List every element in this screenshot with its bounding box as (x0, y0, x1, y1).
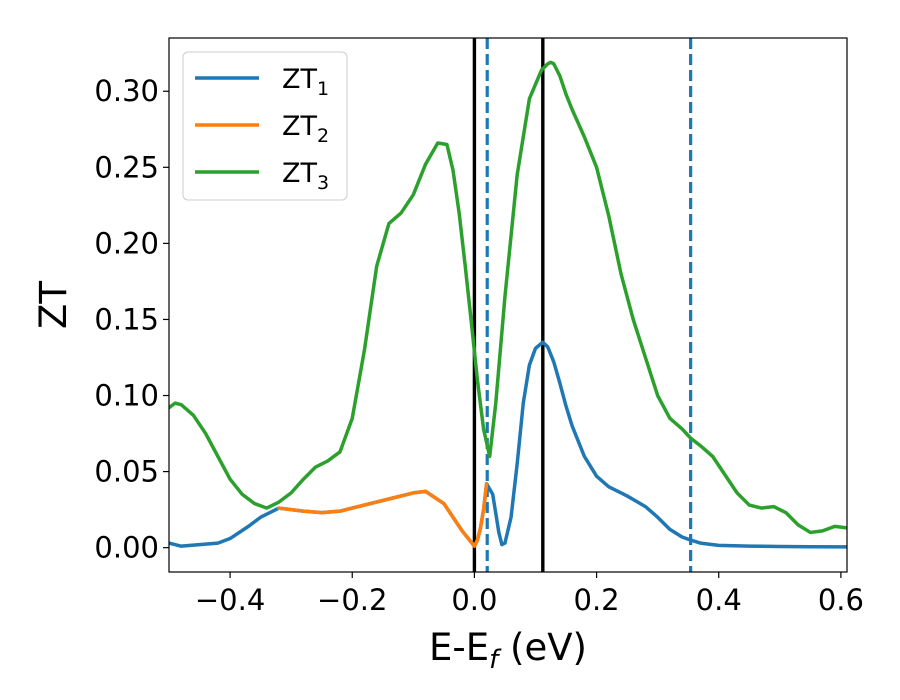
x-tick-label: −0.2 (317, 583, 387, 617)
x-tick-label: 0.4 (696, 583, 742, 617)
legend-label-zt1: ZT1 (282, 64, 329, 100)
y-axis-label: ZT (32, 281, 75, 329)
y-tick-label: 0.30 (94, 74, 159, 108)
legend: ZT1 ZT2 ZT3 (182, 51, 348, 201)
legend-label-zt2: ZT2 (282, 111, 329, 147)
y-tick-label: 0.00 (94, 531, 159, 565)
legend-label-zt3: ZT3 (282, 158, 329, 194)
plot-frame (168, 37, 848, 573)
x-tick-label: 0.2 (574, 583, 620, 617)
y-tick-label: 0.10 (94, 379, 159, 413)
legend-box (182, 51, 348, 201)
x-tick-label: −0.4 (195, 583, 265, 617)
y-axis-ticks: 0.00 0.05 0.10 0.15 0.20 0.25 0.30 (94, 74, 169, 565)
y-tick-label: 0.20 (94, 226, 159, 260)
x-tick-label: 0.0 (451, 583, 497, 617)
series-line-zt3 (169, 60, 847, 535)
y-tick-label: 0.15 (94, 302, 159, 336)
y-tick-label: 0.25 (94, 150, 159, 184)
x-axis-label: E-Ef (eV) (429, 626, 587, 675)
x-axis-ticks: −0.4 −0.2 0.0 0.2 0.4 0.6 (195, 572, 864, 617)
reference-lines (472, 38, 693, 572)
y-tick-label: 0.05 (94, 455, 159, 489)
series-lines (169, 60, 847, 549)
x-tick-label: 0.6 (818, 583, 864, 617)
series-line-zt2 (277, 482, 489, 548)
x-axis-label-unit: (eV) (498, 626, 587, 669)
